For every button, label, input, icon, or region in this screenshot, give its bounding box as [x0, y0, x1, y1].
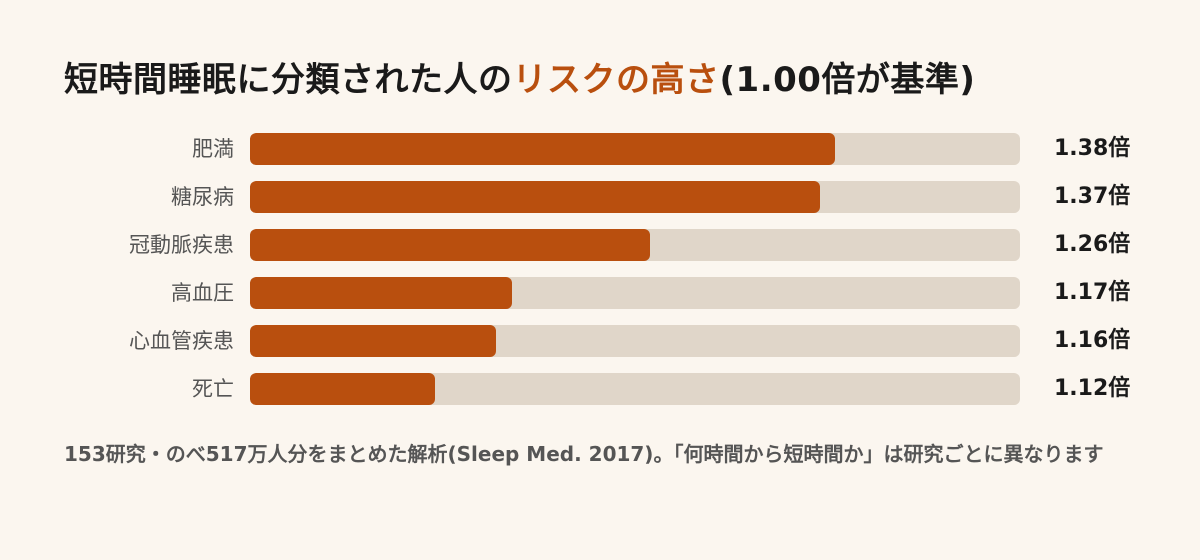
bar-chart: 肥満 1.38倍糖尿病 1.37倍冠動脈疾患 1.26倍高血圧 1.17倍心血管疾患 1.… [129, 133, 1131, 405]
category-label: 死亡 [192, 377, 234, 401]
bar [250, 181, 820, 213]
bar-track [250, 229, 1020, 261]
chart-title-prefix: 短時間睡眠に分類された人の [64, 60, 513, 100]
chart-title-accent: リスクの高さ [512, 60, 720, 100]
value-label: 1.26倍 [1054, 232, 1131, 257]
category-label: 糖尿病 [171, 185, 234, 209]
category-label: 冠動脈疾患 [129, 233, 234, 257]
chart-title: 短時間睡眠に分類された人のリスクの高さ(1.00倍が基準) [64, 52, 975, 101]
bar [250, 277, 512, 309]
bar-track [250, 133, 1020, 165]
value-label: 1.12倍 [1054, 376, 1131, 401]
value-label: 1.17倍 [1054, 280, 1131, 305]
bar-track [250, 373, 1020, 405]
bar [250, 229, 651, 261]
value-label: 1.37倍 [1054, 184, 1131, 209]
value-label: 1.38倍 [1054, 136, 1131, 161]
bar-track [250, 325, 1020, 357]
category-label: 肥満 [192, 137, 234, 161]
bar-track [250, 277, 1020, 309]
chart-title-suffix: (1.00倍が基準) [719, 60, 976, 100]
bar [250, 373, 435, 405]
category-label: 心血管疾患 [129, 329, 234, 353]
category-label: 高血圧 [171, 281, 234, 305]
bar [250, 325, 497, 357]
value-label: 1.16倍 [1054, 328, 1131, 353]
bar [250, 133, 836, 165]
bar-track [250, 181, 1020, 213]
source-note: 153研究・のべ517万人分をまとめた解析(Sleep Med. 2017)。「… [64, 442, 1104, 466]
